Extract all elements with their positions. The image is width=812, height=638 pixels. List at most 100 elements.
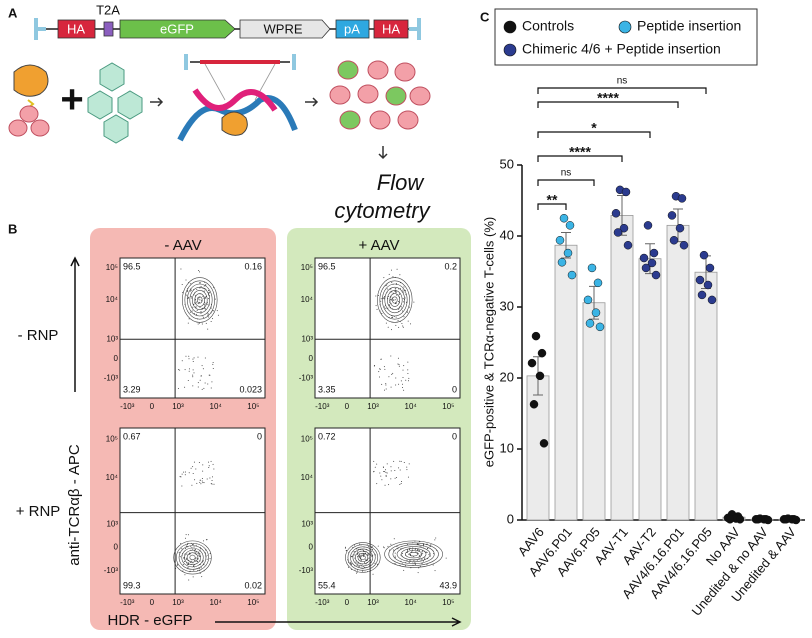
panel-letter: A <box>8 5 18 20</box>
event-dot <box>372 549 374 551</box>
event-dot <box>354 554 356 556</box>
event-dot <box>189 311 191 313</box>
event-dot <box>192 385 194 387</box>
event-dot <box>183 557 185 559</box>
event-dot <box>417 549 419 551</box>
event-dot <box>200 285 202 287</box>
contour <box>409 551 419 557</box>
event-dot <box>426 552 428 554</box>
quadrant-value: 55.4 <box>318 580 336 590</box>
event-dot <box>179 369 181 371</box>
event-dot <box>355 572 357 574</box>
legend-marker <box>503 43 517 57</box>
event-dot <box>211 483 213 485</box>
event-dot <box>192 306 194 308</box>
plot-frame <box>314 427 461 595</box>
event-dot <box>192 358 194 360</box>
event-dot <box>403 365 405 367</box>
data-point <box>725 515 735 524</box>
event-dot <box>347 566 349 568</box>
y-tick-label: -10³ <box>299 566 314 575</box>
event-dot <box>204 357 206 359</box>
contour <box>400 548 427 561</box>
event-dot <box>198 568 200 570</box>
axis-arrow <box>215 617 462 627</box>
y-tick-label: 10⁴ <box>106 473 119 482</box>
contour <box>350 546 376 569</box>
event-dot <box>200 375 202 377</box>
event-dot <box>403 301 405 303</box>
event-dot <box>391 373 393 375</box>
event-dot <box>383 297 385 299</box>
event-dot <box>205 296 207 298</box>
data-point <box>699 250 709 260</box>
data-point <box>539 439 549 448</box>
event-dot <box>189 553 191 555</box>
event-dot <box>386 288 388 290</box>
significance-bracket <box>537 131 651 138</box>
event-dot <box>209 552 211 554</box>
event-dot <box>390 329 392 331</box>
event-dot <box>407 549 409 551</box>
event-dot <box>188 562 190 564</box>
event-dot <box>395 288 397 290</box>
event-dot <box>194 479 196 481</box>
event-dot <box>198 282 200 284</box>
panel-letter: B <box>8 221 17 236</box>
event-dot <box>199 296 201 298</box>
event-dot <box>212 363 214 365</box>
event-dot <box>421 559 423 561</box>
event-dot <box>418 558 420 560</box>
event-dot <box>402 369 404 371</box>
event-dot <box>188 355 190 357</box>
quadrant-value: 0 <box>452 384 457 394</box>
event-dot <box>395 291 397 293</box>
event-dot <box>198 322 200 324</box>
event-dot <box>361 549 363 551</box>
data-point <box>535 371 545 381</box>
contour <box>186 552 199 563</box>
itr-right <box>409 18 421 40</box>
event-dot <box>201 323 203 325</box>
event-dot <box>190 290 192 292</box>
bar <box>638 258 662 521</box>
event-dot <box>216 310 218 312</box>
y-tick-label: 50 <box>500 156 514 171</box>
event-dot <box>179 556 181 558</box>
row-label: + RNP <box>16 503 61 520</box>
event-dot <box>192 369 194 371</box>
event-dot <box>199 299 201 301</box>
event-dot <box>362 555 364 557</box>
event-dot <box>426 564 428 566</box>
event-dot <box>392 292 394 294</box>
pa-box <box>335 19 370 39</box>
event-dot <box>379 472 381 474</box>
event-dot <box>393 460 395 462</box>
event-dot <box>363 549 365 551</box>
legend-marker <box>618 20 632 34</box>
event-dot <box>208 466 210 468</box>
event-dot <box>396 268 398 270</box>
event-dot <box>403 569 405 571</box>
event-dot <box>394 556 396 558</box>
event-dot <box>203 285 205 287</box>
plus-sign: + <box>60 78 83 122</box>
event-dot <box>409 547 411 549</box>
x-tick-label: 10⁴ <box>210 402 223 411</box>
legend-label: Chimeric 4/6 + Peptide insertion <box>522 41 721 57</box>
event-dot <box>385 388 387 390</box>
event-dot <box>383 296 385 298</box>
y-tick-label: 10⁵ <box>106 263 118 272</box>
data-point <box>557 258 567 267</box>
construct-label: eGFP <box>160 21 194 36</box>
event-dot <box>205 539 207 541</box>
event-dot <box>407 373 409 375</box>
event-dot <box>196 560 198 562</box>
event-dot <box>211 476 213 478</box>
event-dot <box>210 482 212 484</box>
data-point <box>705 263 715 273</box>
event-dot <box>185 355 187 357</box>
y-tick-label: 0 <box>309 543 314 552</box>
itr-left <box>34 18 46 40</box>
contour <box>360 555 366 560</box>
